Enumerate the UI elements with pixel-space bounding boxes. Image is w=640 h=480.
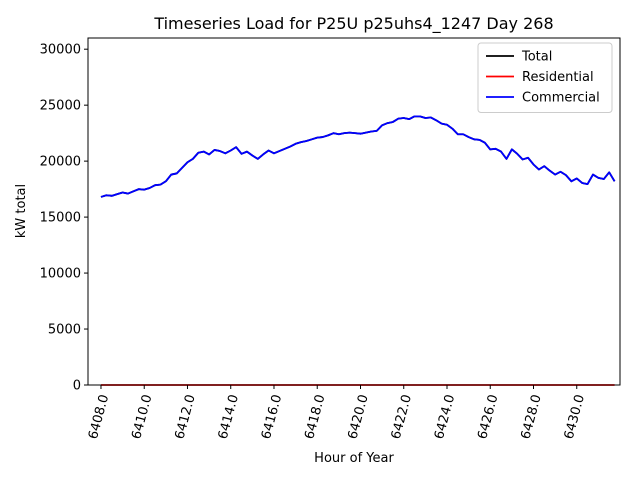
y-tick-label: 20000 [40, 155, 81, 170]
y-tick-label: 0 [73, 379, 81, 394]
series-line-commercial [100, 115, 616, 198]
y-tick-label: 5000 [48, 323, 81, 338]
y-tick-label: 30000 [40, 43, 81, 58]
legend-label-residential: Residential [522, 70, 594, 85]
x-axis-label: Hour of Year [314, 451, 394, 466]
legend-label-total: Total [521, 50, 552, 65]
y-axis: 0 5000 10000 15000 20000 25000 30000 [40, 43, 88, 394]
legend: Total Residential Commercial [477, 42, 613, 113]
y-tick-label: 10000 [40, 267, 81, 282]
legend-label-commercial: Commercial [522, 91, 600, 106]
y-tick-label: 15000 [40, 211, 81, 226]
y-axis-label: kW total [14, 184, 29, 238]
y-tick-label: 25000 [40, 99, 81, 114]
plot-frame [87, 37, 621, 386]
chart-title: Timeseries Load for P25U p25uhs4_1247 Da… [153, 14, 553, 34]
legend-box [477, 42, 613, 113]
